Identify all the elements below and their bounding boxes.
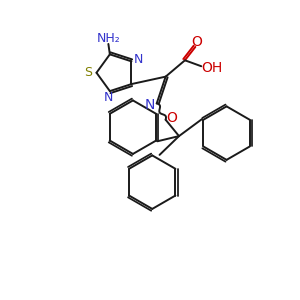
Text: NH₂: NH₂ [97, 32, 120, 45]
Text: N: N [133, 53, 143, 66]
Text: N: N [104, 91, 113, 104]
Text: O: O [191, 34, 202, 49]
Text: N: N [145, 98, 155, 112]
Text: OH: OH [201, 61, 222, 75]
Text: S: S [84, 66, 92, 79]
Text: O: O [167, 111, 178, 125]
